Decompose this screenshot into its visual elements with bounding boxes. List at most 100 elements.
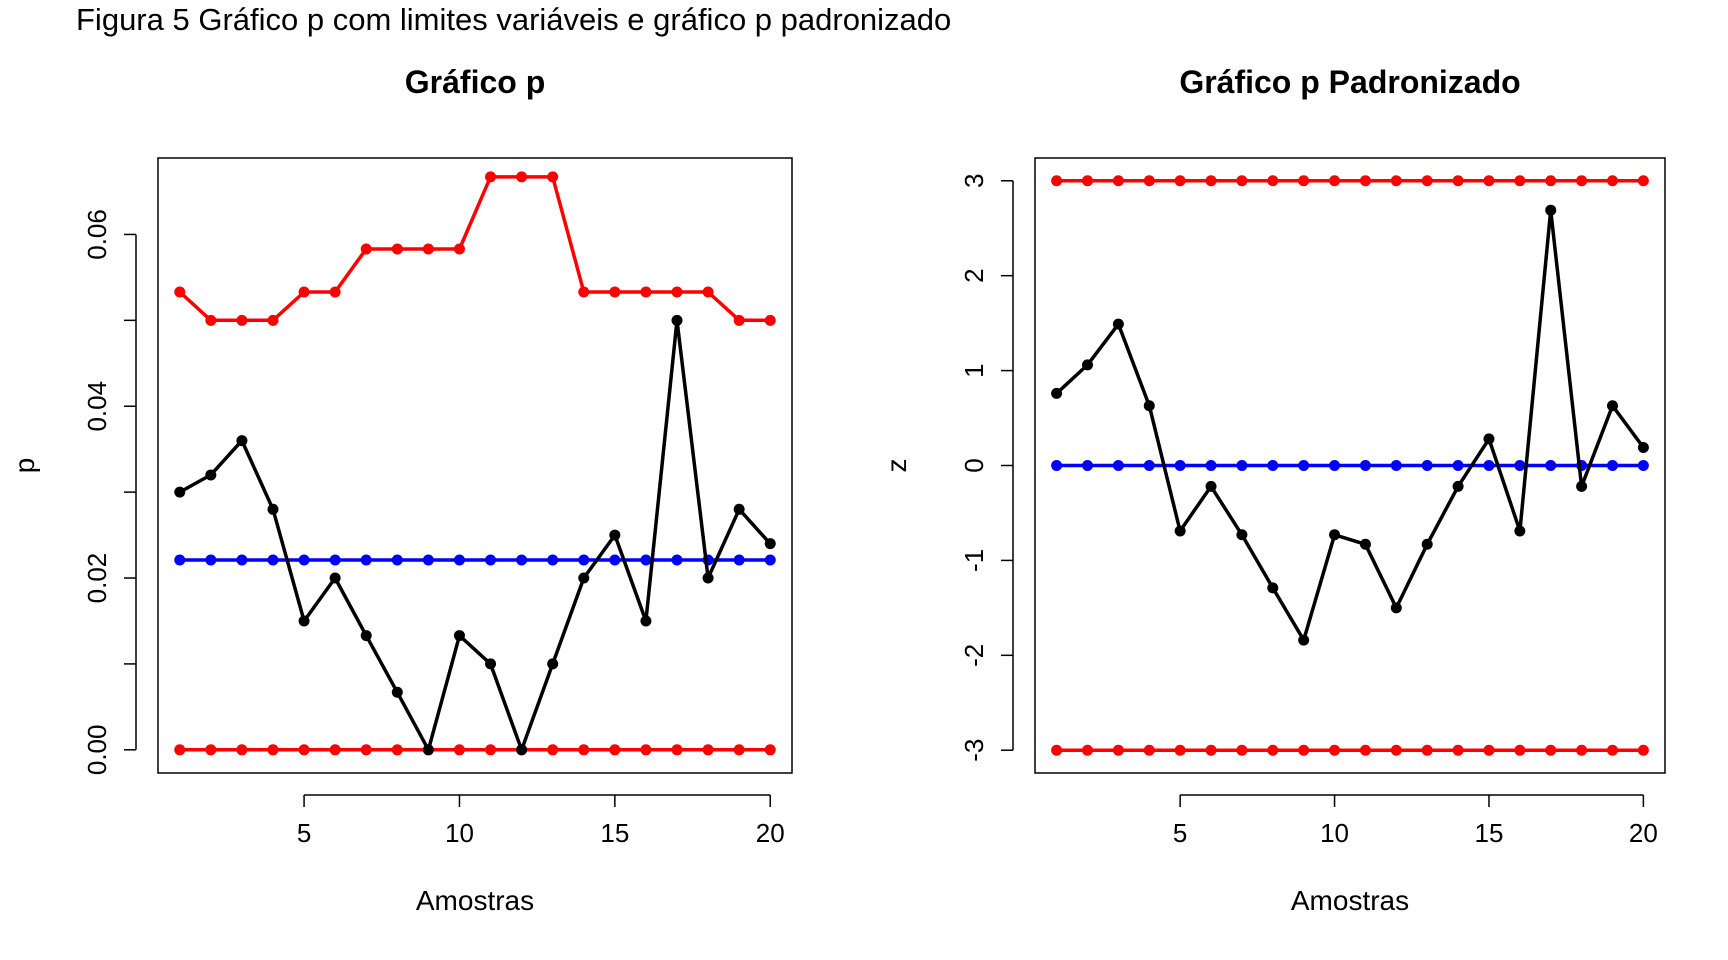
data-point-observed <box>609 529 621 541</box>
data-point-observed <box>1174 525 1186 537</box>
data-point-observed <box>547 658 559 670</box>
data-point-observed <box>298 615 310 627</box>
data-point-lower <box>547 744 559 756</box>
data-point-upper <box>1267 175 1279 187</box>
data-point-upper <box>298 286 310 298</box>
data-point-lower <box>1174 744 1186 756</box>
data-point-observed <box>236 435 248 447</box>
data-point-center <box>1514 460 1526 471</box>
data-point-observed <box>1359 538 1371 550</box>
data-point-center <box>1452 460 1464 471</box>
series-center <box>1051 460 1649 471</box>
data-point-upper <box>1174 175 1186 187</box>
data-point-upper <box>640 286 652 298</box>
data-point-lower <box>1205 744 1217 756</box>
data-point-center <box>1421 460 1433 471</box>
chart-title: Gráfico p Padronizado <box>1179 64 1520 100</box>
y-axis-label: z <box>881 459 912 473</box>
y-tick-label: 3 <box>959 174 989 188</box>
data-point-upper <box>702 286 714 298</box>
data-point-lower <box>1637 744 1649 756</box>
data-point-observed <box>640 615 652 627</box>
data-point-upper <box>1637 175 1649 187</box>
series-observed <box>1051 204 1649 646</box>
data-point-observed <box>1421 538 1433 550</box>
data-point-observed <box>733 503 745 515</box>
y-tick-label: -1 <box>959 549 989 572</box>
data-point-lower <box>453 744 465 756</box>
x-tick-label: 20 <box>1629 818 1658 848</box>
data-point-upper <box>422 243 434 255</box>
plot-frame <box>1034 157 1666 774</box>
data-point-upper <box>360 243 372 255</box>
series-upper <box>1051 175 1649 187</box>
data-point-lower <box>298 744 310 756</box>
data-point-upper <box>1607 175 1618 187</box>
data-point-lower <box>1082 744 1093 756</box>
data-point-upper <box>516 171 528 183</box>
data-point-center <box>1298 460 1310 471</box>
data-point-center <box>1483 460 1495 471</box>
data-point-observed <box>205 469 217 481</box>
x-tick-label: 15 <box>1475 818 1504 848</box>
data-point-upper <box>764 314 776 326</box>
data-point-observed <box>1576 480 1588 492</box>
data-point-center <box>298 554 310 566</box>
plot-frame <box>157 157 793 774</box>
data-point-lower <box>702 744 714 756</box>
y-tick-label: -2 <box>959 644 989 667</box>
data-point-lower <box>1359 744 1371 756</box>
data-point-lower <box>360 744 372 756</box>
data-point-lower <box>1421 744 1433 756</box>
data-point-observed <box>360 630 372 642</box>
data-point-observed <box>1607 400 1618 412</box>
data-point-center <box>174 554 186 566</box>
data-point-lower <box>1329 744 1341 756</box>
data-point-lower <box>1298 744 1310 756</box>
data-point-upper <box>391 243 403 255</box>
data-point-observed <box>1483 433 1495 445</box>
data-point-lower <box>1514 744 1526 756</box>
data-point-lower <box>640 744 652 756</box>
y-tick-label: 0.04 <box>82 381 112 432</box>
data-point-lower <box>485 744 497 756</box>
data-point-center <box>516 554 528 566</box>
data-point-upper <box>1329 175 1341 187</box>
data-point-center <box>1359 460 1371 471</box>
data-point-center <box>1082 460 1093 471</box>
data-point-observed <box>485 658 497 670</box>
data-point-lower <box>609 744 621 756</box>
series-line-upper <box>178 175 771 323</box>
data-point-center <box>1236 460 1248 471</box>
y-tick-label: 2 <box>959 268 989 282</box>
data-point-upper <box>733 314 745 326</box>
data-point-lower <box>391 744 403 756</box>
data-point-upper <box>671 286 683 298</box>
data-point-observed <box>1236 529 1248 541</box>
data-point-upper <box>1236 175 1248 187</box>
y-tick-label: 0 <box>959 458 989 472</box>
data-point-center <box>1637 460 1649 471</box>
data-point-lower <box>1267 744 1279 756</box>
data-point-upper <box>329 286 341 298</box>
data-point-observed <box>1637 441 1649 453</box>
data-point-upper <box>578 286 590 298</box>
data-point-upper <box>236 314 248 326</box>
data-point-lower <box>1452 744 1464 756</box>
data-point-center <box>1112 460 1124 471</box>
data-point-upper <box>1143 175 1155 187</box>
data-point-upper <box>1051 175 1063 187</box>
data-point-center <box>422 554 434 566</box>
data-point-upper <box>609 286 621 298</box>
figure-caption: Figura 5 Gráfico p com limites variáveis… <box>76 2 952 37</box>
x-tick-label: 10 <box>445 818 474 848</box>
data-point-observed <box>1267 582 1279 594</box>
data-point-observed <box>267 503 279 515</box>
data-point-lower <box>205 744 217 756</box>
data-point-center <box>640 554 652 566</box>
data-point-lower <box>1390 744 1402 756</box>
data-point-upper <box>1545 175 1557 187</box>
series-lower <box>174 744 776 756</box>
y-tick-label: 0.02 <box>82 553 112 604</box>
